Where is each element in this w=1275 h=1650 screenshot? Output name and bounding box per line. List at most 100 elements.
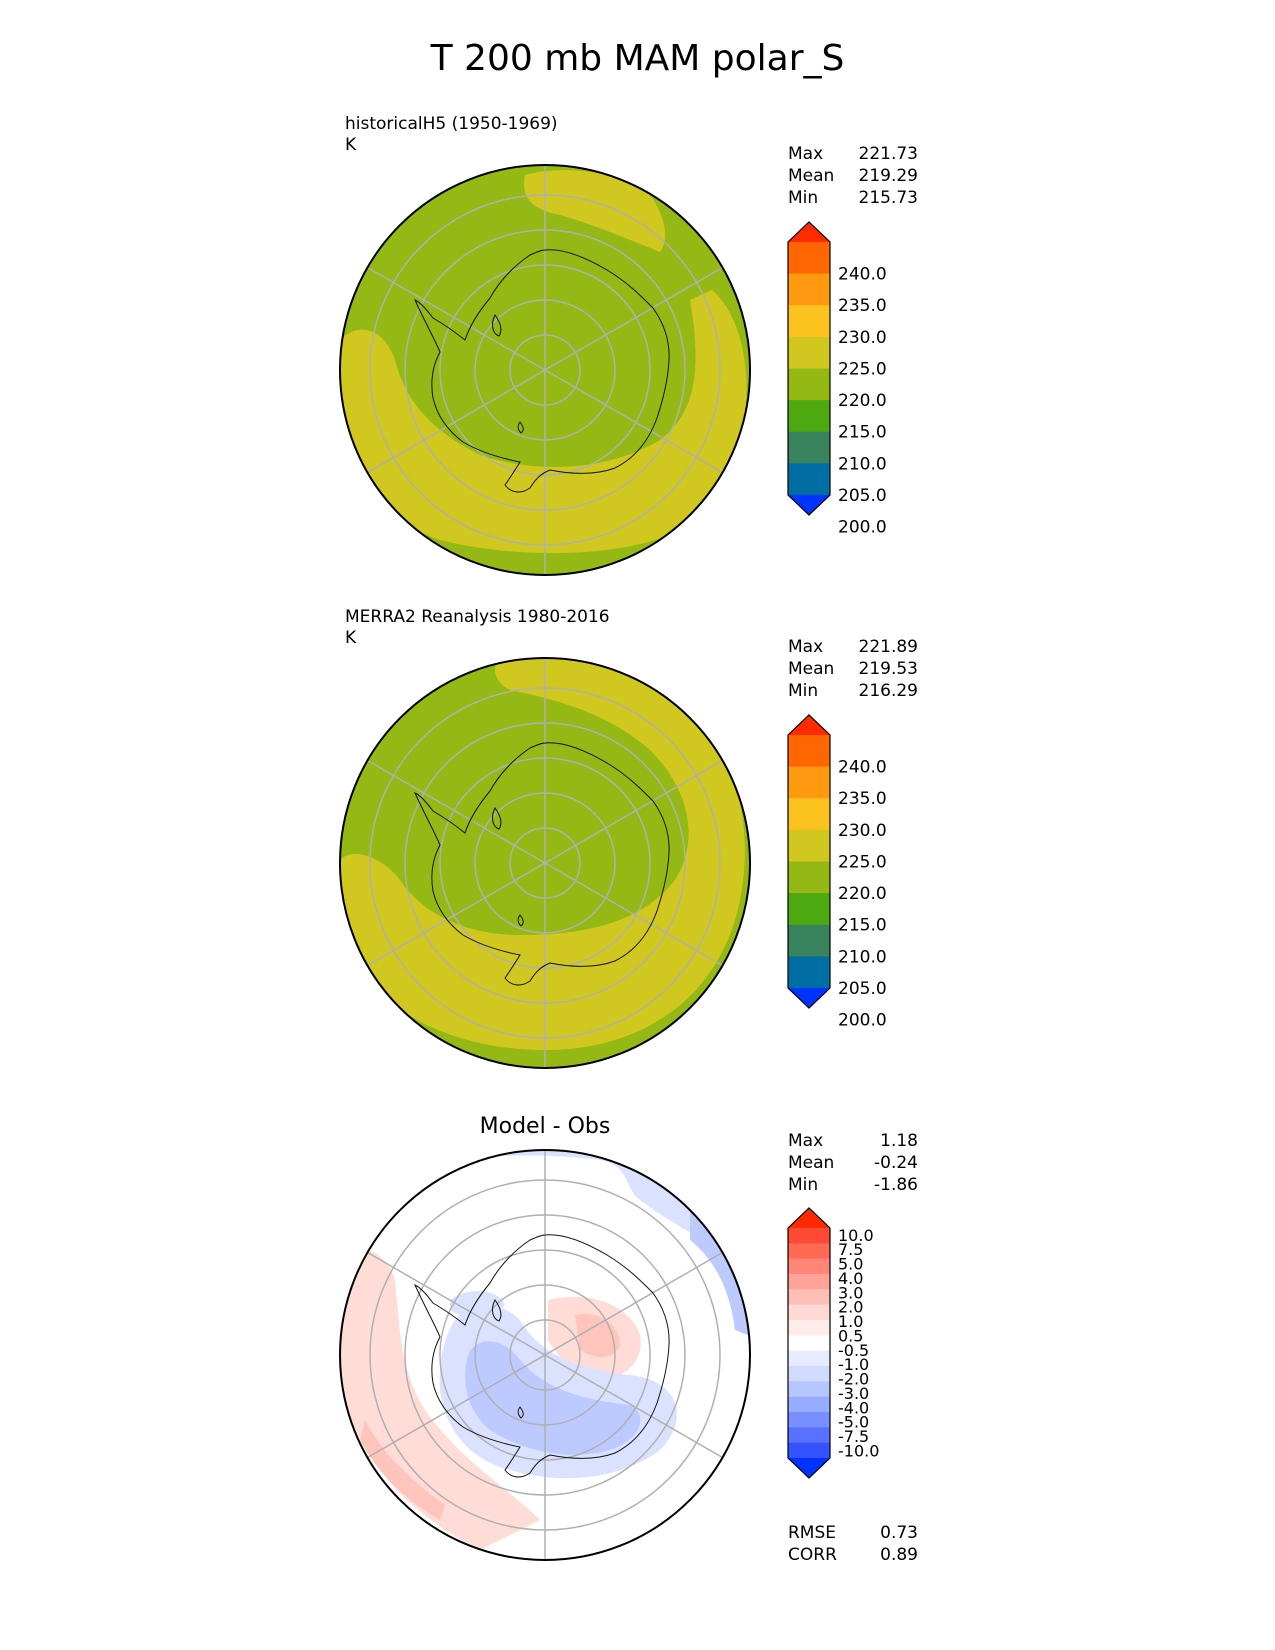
stat-value: 219.29 — [858, 166, 918, 186]
colorbar-segment — [788, 305, 830, 338]
colorbar-tick-label: -5.0 — [838, 1413, 869, 1432]
panel-2-label: MERRA2 Reanalysis 1980-2016 K — [345, 607, 610, 649]
colorbar-tick-label: 215.0 — [838, 423, 887, 443]
panel-2-stats: Max 221.89 Mean 219.53 Min 216.29 — [788, 636, 918, 702]
stat-label: Mean — [788, 1153, 835, 1173]
colorbar-segment — [788, 1442, 830, 1459]
stat-label: Min — [788, 1175, 819, 1195]
colorbar-segment — [788, 1335, 830, 1352]
colorbar-outline — [787, 714, 831, 1009]
colorbar-tick-label: -4.0 — [838, 1398, 869, 1417]
stat-value: -1.86 — [874, 1175, 918, 1195]
metric-rmse: RMSE 0.73 — [788, 1522, 918, 1544]
colorbar-tick-label: 4.0 — [838, 1269, 863, 1288]
panel-2-units: K — [345, 628, 357, 648]
colorbar-tick-label: 225.0 — [838, 852, 887, 872]
colorbar-extend-bottom — [788, 1458, 830, 1478]
colorbar-segment — [788, 1381, 830, 1398]
stat-mean: Mean 219.29 — [788, 165, 918, 187]
stat-min: Min 216.29 — [788, 680, 918, 702]
metric-corr: CORR 0.89 — [788, 1544, 918, 1566]
metric-value: 0.89 — [880, 1545, 918, 1565]
colorbar-segment — [788, 1289, 830, 1306]
stat-value: 221.89 — [858, 637, 918, 657]
colorbar-segment — [788, 1366, 830, 1382]
colorbar-tick-label: -0.5 — [838, 1341, 869, 1360]
metric-value: 0.73 — [880, 1523, 918, 1543]
colorbar-segment — [788, 463, 830, 496]
colorbar-segment — [788, 893, 830, 926]
colorbar-tick-label: 205.0 — [838, 486, 887, 506]
stat-min: Min -1.86 — [788, 1174, 918, 1196]
colorbar-segment — [788, 956, 830, 989]
panel-3-metrics: RMSE 0.73 CORR 0.89 — [788, 1522, 918, 1566]
colorbar-tick-label: 235.0 — [838, 296, 887, 316]
colorbar-segment — [788, 1320, 830, 1336]
panel-2-name: MERRA2 Reanalysis 1980-2016 — [345, 607, 610, 627]
stat-label: Max — [788, 144, 824, 164]
colorbar-tick-label: 230.0 — [838, 821, 887, 841]
colorbar-segment — [788, 1427, 830, 1444]
panel-1-name: historicalH5 (1950-1969) — [345, 114, 558, 134]
colorbar-tick-label: 220.0 — [838, 884, 887, 904]
panel-3-title: Model - Obs — [479, 1114, 611, 1139]
colorbar-outline — [787, 1207, 831, 1479]
colorbar-tick-label: 205.0 — [838, 979, 887, 999]
colorbar-tick-label: -10.0 — [838, 1441, 879, 1460]
stat-label: Mean — [788, 166, 835, 186]
colorbar-segment — [788, 1350, 830, 1367]
colorbar-extend-bottom — [788, 495, 830, 515]
colorbar-tick-label: 240.0 — [838, 265, 887, 285]
colorbar-tick-label: 0.5 — [838, 1326, 863, 1345]
stat-value: 216.29 — [858, 681, 918, 701]
map-panel-2 — [339, 657, 751, 1069]
colorbar-segment — [788, 400, 830, 433]
colorbar-tick-label: 210.0 — [838, 454, 887, 474]
colorbar-tick-label: 215.0 — [838, 916, 887, 936]
colorbar-segment — [788, 431, 830, 464]
stat-value: -0.24 — [874, 1153, 918, 1173]
colorbar-tick-label: 3.0 — [838, 1283, 863, 1302]
colorbar-extend-top — [788, 222, 830, 242]
colorbar-tick-label: -1.0 — [838, 1355, 869, 1374]
colorbar-tick-label: 230.0 — [838, 328, 887, 348]
metric-label: CORR — [788, 1545, 837, 1565]
stat-label: Max — [788, 637, 824, 657]
colorbar-tick-label: -7.5 — [838, 1427, 869, 1446]
colorbar-segment — [788, 1228, 830, 1244]
colorbar-segment — [788, 242, 830, 275]
stat-label: Min — [788, 681, 819, 701]
colorbar-tick-label: -3.0 — [838, 1384, 869, 1403]
colorbar-tick-label: 10.0 — [838, 1226, 874, 1245]
colorbar-tick-label: -2.0 — [838, 1370, 869, 1389]
figure-title: T 200 mb MAM polar_S — [430, 38, 845, 79]
metric-label: RMSE — [788, 1523, 837, 1543]
colorbar-extend-top — [788, 1208, 830, 1228]
colorbar-tick-label: 1.0 — [838, 1312, 863, 1331]
stat-max: Max 1.18 — [788, 1130, 918, 1152]
stat-max: Max 221.73 — [788, 143, 918, 165]
colorbar-segment — [788, 735, 830, 768]
colorbar-tick-label: 5.0 — [838, 1255, 863, 1274]
stat-label: Max — [788, 1131, 824, 1151]
stat-value: 219.53 — [858, 659, 918, 679]
colorbar-tick-label: 240.0 — [838, 758, 887, 778]
stat-label: Min — [788, 188, 819, 208]
colorbar-tick-label: 235.0 — [838, 789, 887, 809]
stat-mean: Mean -0.24 — [788, 1152, 918, 1174]
colorbar-segment — [788, 829, 830, 862]
colorbar-segment — [788, 861, 830, 894]
stat-value: 221.73 — [858, 144, 918, 164]
colorbar-outline — [787, 221, 831, 516]
colorbar-tick-label: 220.0 — [838, 391, 887, 411]
panel-1-stats: Max 221.73 Mean 219.29 Min 215.73 — [788, 143, 918, 209]
colorbar-segment — [788, 368, 830, 401]
colorbar-segment — [788, 1412, 830, 1428]
colorbar-segment — [788, 336, 830, 369]
colorbar-tick-label: 225.0 — [838, 359, 887, 379]
colorbar-segment — [788, 1243, 830, 1260]
colorbar-extend-bottom — [788, 988, 830, 1008]
